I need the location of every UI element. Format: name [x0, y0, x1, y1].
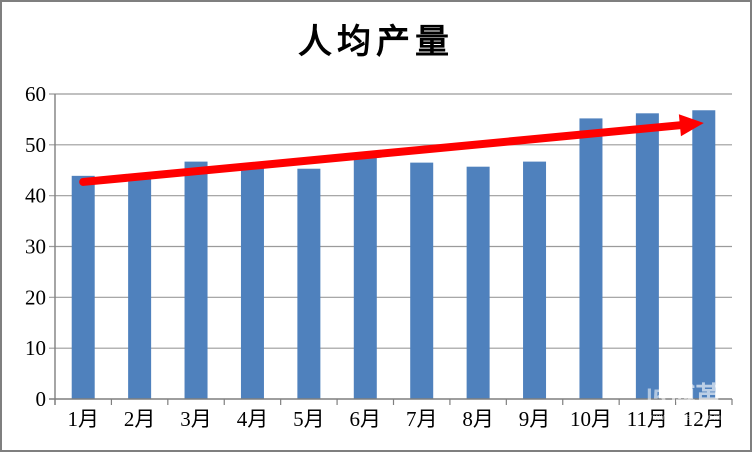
x-tick-label-8月: 8月 [462, 407, 494, 431]
bar-3月 [184, 161, 208, 399]
y-tick-label-50: 50 [25, 133, 46, 157]
bar-9月 [523, 161, 547, 399]
x-tick-label-6月: 6月 [350, 407, 382, 431]
bar-7月 [410, 162, 434, 399]
trend-arrow-head [678, 114, 704, 137]
bar-10月 [579, 118, 603, 400]
x-tick-label-9月: 9月 [519, 407, 551, 431]
bar-8月 [466, 166, 490, 399]
bar-6月 [353, 157, 377, 399]
x-tick-label-7月: 7月 [406, 407, 438, 431]
trend-arrow-shaft [79, 120, 690, 186]
x-tick-label-3月: 3月 [180, 407, 212, 431]
y-tick-label-20: 20 [25, 285, 46, 309]
bar-1月 [71, 175, 95, 399]
y-tick-label-60: 60 [25, 82, 46, 106]
y-tick-label-0: 0 [36, 387, 47, 411]
x-tick-label-5月: 5月 [293, 407, 325, 431]
chart-title: 人均产量 [298, 24, 454, 61]
y-tick-label-40: 40 [25, 184, 46, 208]
bar-2月 [128, 174, 152, 399]
y-tick-label-10: 10 [25, 336, 46, 360]
x-tick-label-1月: 1月 [67, 407, 99, 431]
bar-11月 [635, 113, 659, 400]
x-tick-label-11月: 11月 [627, 407, 668, 431]
x-tick-label-12月: 12月 [683, 407, 725, 431]
bar-12月 [692, 110, 716, 400]
x-tick-label-10月: 10月 [570, 407, 612, 431]
bar-4月 [240, 167, 264, 399]
y-tick-label-30: 30 [25, 235, 46, 259]
x-tick-label-2月: 2月 [124, 407, 156, 431]
x-tick-label-4月: 4月 [237, 407, 269, 431]
bar-5月 [297, 168, 321, 399]
